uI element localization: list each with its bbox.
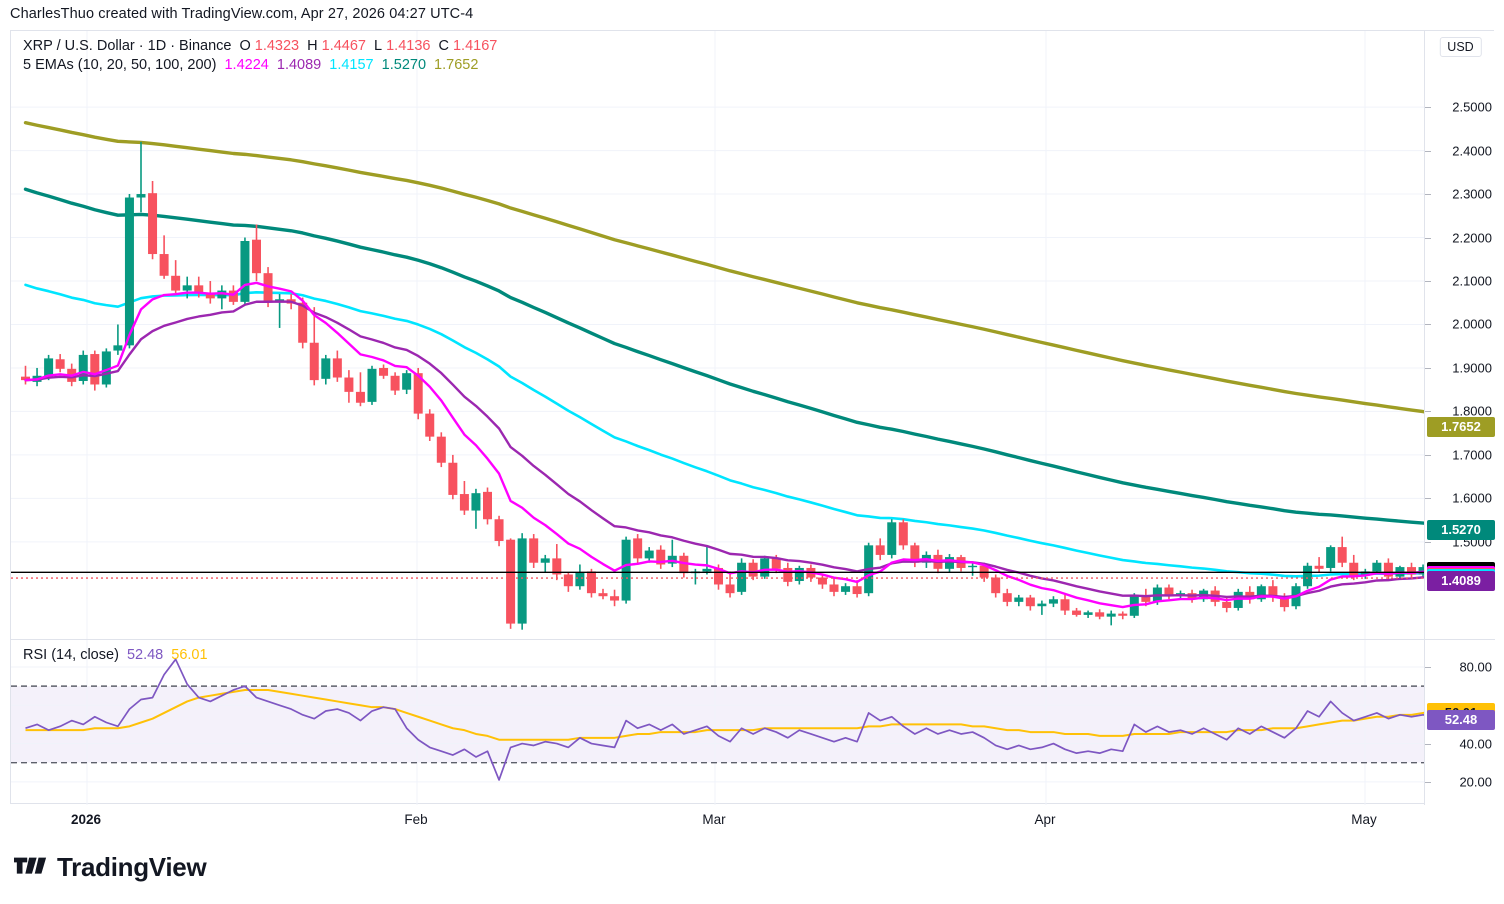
price-chart-svg [11,31,1424,639]
rsi-tick-mark [1425,743,1431,745]
price-tick-label: 1.7000 [1452,447,1492,463]
price-tick-label: 2.3000 [1452,186,1492,202]
rsi-pane[interactable]: RSI (14, close) 52.48 56.01 80.00 40.00 20… [11,639,1495,805]
rsi-tick-label: 40.00 [1459,736,1492,752]
ema200-tag[interactable]: 1.7652 [1427,416,1495,437]
time-tick-label: Mar [702,812,726,827]
price-pane[interactable]: XRP / U.S. Dollar · 1D · Binance O 1.4323… [11,31,1495,639]
price-tick-mark [1425,454,1431,456]
price-axis-currency: USD [1439,37,1482,57]
time-axis[interactable]: 2026 Feb Mar Apr May [10,804,1494,838]
time-tick-label: 2026 [70,812,102,827]
price-tick-label: 1.9000 [1452,360,1492,376]
price-tick-mark [1425,150,1431,152]
time-tick-label: May [1351,812,1377,827]
tradingview-branding: TradingView [14,852,207,883]
price-axis[interactable]: USD 2.5000 2.4000 2.3000 2.2000 2.1000 2.0000… [1424,31,1495,639]
rsi-tick-mark [1425,781,1431,783]
price-tick-mark [1425,367,1431,369]
price-tick-label: 2.1000 [1452,273,1492,289]
price-tick-mark [1425,194,1431,196]
rsi-tick-mark [1425,666,1431,668]
price-tick-mark [1425,498,1431,500]
price-tick-mark [1425,324,1431,326]
ema20-tag[interactable]: 1.4089 [1427,571,1495,592]
tradingview-wordmark: TradingView [57,852,207,882]
time-tick-label: Apr [1034,812,1056,827]
price-tick-label: 2.5000 [1452,99,1492,115]
tradingview-logo-icon [14,857,47,874]
rsi-plot[interactable] [11,640,1424,805]
ema100-tag[interactable]: 1.5270 [1427,520,1495,541]
attribution-text: CharlesThuo created with TradingView.com… [10,6,474,22]
rsi-tick-label: 80.00 [1459,659,1492,675]
price-tick-mark [1425,237,1431,239]
price-tick-label: 2.4000 [1452,143,1492,159]
price-plot[interactable] [11,31,1424,639]
chart-frame: XRP / U.S. Dollar · 1D · Binance O 1.4323… [10,30,1495,805]
rsi-tag[interactable]: 52.48 [1427,709,1495,730]
price-tick-label: 1.8000 [1452,403,1492,419]
time-tick-label: Feb [404,812,428,827]
price-tick-mark [1425,541,1431,543]
price-tick-label: 2.2000 [1452,230,1492,246]
price-tick-mark [1425,107,1431,109]
price-tick-mark [1425,281,1431,282]
rsi-chart-svg [11,640,1424,805]
price-tick-mark [1425,411,1431,413]
price-tick-label: 2.0000 [1452,316,1492,332]
rsi-tick-label: 20.00 [1459,774,1492,790]
price-tick-label: 1.6000 [1452,490,1492,506]
